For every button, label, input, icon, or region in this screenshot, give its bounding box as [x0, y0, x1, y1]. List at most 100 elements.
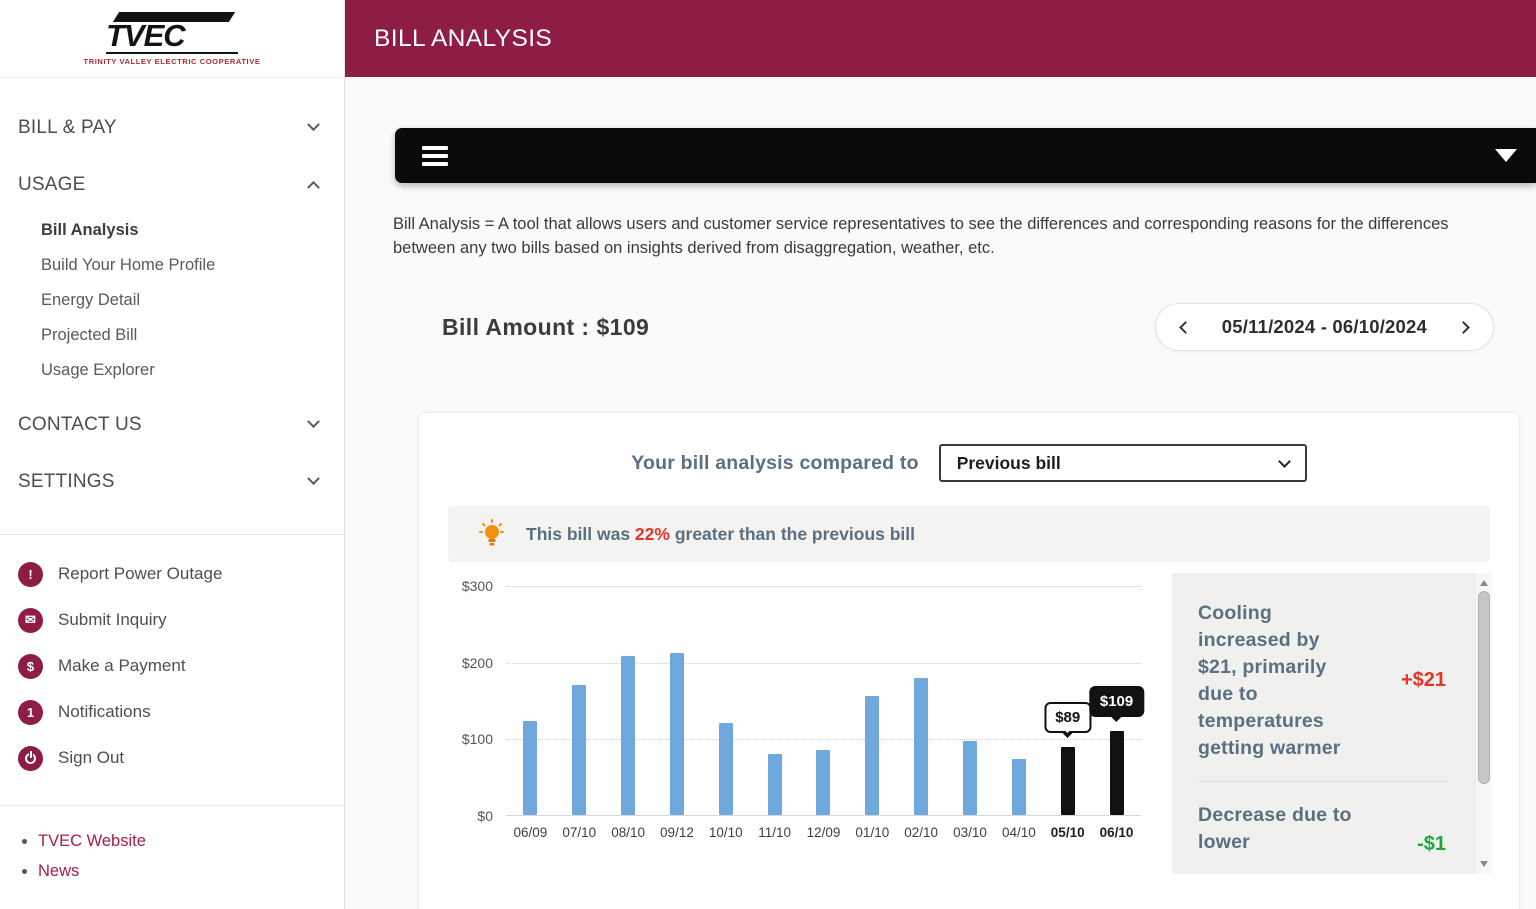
page-title: BILL ANALYSIS: [374, 24, 553, 52]
x-axis-label: 03/10: [953, 825, 987, 840]
scrollbar-thumb[interactable]: [1478, 591, 1490, 784]
bar-02/10[interactable]: [914, 678, 929, 815]
insight-divider: [1198, 781, 1448, 783]
sidebar: TVEC TRINITY VALLEY ELECTRIC COOPERATIVE…: [0, 0, 345, 909]
bar-column-12/09: [799, 586, 848, 815]
action-label: Sign Out: [58, 748, 125, 767]
bar-09/12[interactable]: [669, 653, 684, 815]
bar-01/10[interactable]: [865, 696, 880, 815]
previous-period-button[interactable]: [1178, 320, 1192, 334]
insight-text: Cooling increased by $21, primarily due …: [1198, 602, 1341, 759]
sidebar-item-usage-explorer[interactable]: Usage Explorer: [41, 361, 155, 379]
bar-12/09[interactable]: [816, 750, 831, 815]
x-axis-label: 07/10: [562, 825, 597, 840]
next-period-button[interactable]: [1457, 320, 1470, 334]
tvec-logo-slab: [112, 11, 236, 22]
bar-06/09[interactable]: [523, 721, 538, 815]
x-axis-label: 12/09: [806, 825, 841, 840]
action-sign-out[interactable]: Sign Out: [0, 735, 344, 781]
bar-column-03/10: [946, 586, 995, 815]
caret-down-icon[interactable]: [1495, 149, 1517, 162]
insight-item: Cooling increased by $21, primarily due …: [1198, 600, 1446, 761]
tvec-logo-text: TVEC: [106, 20, 238, 54]
envelope-icon: ✉: [18, 607, 43, 633]
bar-column-05/10: $89: [1043, 586, 1092, 815]
scroll-up-arrow-icon[interactable]: [1480, 580, 1488, 586]
bar-04/10[interactable]: [1011, 759, 1026, 815]
link-label: TVEC Website: [38, 832, 146, 850]
power-icon: [18, 745, 43, 771]
sidebar-group-bill-pay[interactable]: BILL & PAY: [0, 99, 344, 156]
bar-07/10[interactable]: [572, 685, 587, 815]
sidebar-subitems: Bill Analysis Build Your Home Profile Ener…: [0, 213, 344, 396]
sidebar-group-label: CONTACT US: [18, 413, 142, 435]
link-tvec-website[interactable]: TVEC Website: [38, 826, 344, 856]
main-area: BILL ANALYSIS Bill Analysis = A tool tha…: [345, 0, 1536, 909]
scroll-down-arrow-icon[interactable]: [1480, 861, 1488, 867]
compare-header: Your bill analysis compared to Previous …: [419, 444, 1519, 482]
y-axis-tick: $300: [461, 578, 493, 594]
bar-column-10/10: [701, 586, 750, 815]
bar-tooltip: $89: [1044, 702, 1092, 733]
compare-dropdown[interactable]: Previous bill: [938, 444, 1307, 482]
compare-label: Your bill analysis compared to: [631, 451, 919, 474]
bar-05/10[interactable]: [1060, 747, 1075, 815]
lightbulb-icon: [479, 519, 505, 546]
sidebar-item-projected-bill[interactable]: Projected Bill: [41, 326, 138, 344]
sidebar-item-energy-detail[interactable]: Energy Detail: [41, 291, 141, 309]
x-axis-label: 06/09: [513, 825, 548, 840]
insights-panel: Cooling increased by $21, primarily due …: [1172, 573, 1492, 874]
bar-08/10[interactable]: [621, 656, 636, 815]
bill-amount-title: Bill Amount : $109: [442, 314, 649, 341]
link-news[interactable]: News: [38, 856, 344, 886]
chart-bars: $89 $109: [506, 586, 1145, 815]
x-axis-label: 01/10: [855, 825, 890, 840]
sidebar-group-usage[interactable]: USAGE: [0, 156, 344, 213]
percent-change-value: 22%: [634, 523, 670, 544]
chevron-down-icon: [1277, 454, 1291, 468]
bar-column-09/12: [653, 586, 702, 815]
bar-column-11/10: [750, 586, 799, 815]
x-axis-label: 02/10: [904, 825, 939, 840]
tvec-logo[interactable]: TVEC TRINITY VALLEY ELECTRIC COOPERATIVE: [0, 0, 344, 78]
bar-column-02/10: [897, 586, 946, 815]
sidebar-item-build-your-home-profile[interactable]: Build Your Home Profile: [41, 256, 216, 274]
action-submit-inquiry[interactable]: ✉ Submit Inquiry: [0, 597, 344, 643]
dollar-icon: $: [18, 653, 43, 679]
x-axis-label: 09/12: [660, 825, 694, 840]
sidebar-group-settings[interactable]: SETTINGS: [0, 453, 344, 510]
y-axis-tick: $100: [461, 731, 493, 748]
sidebar-nav: BILL & PAY USAGE Bill Analysis Build Your H…: [0, 78, 344, 510]
sidebar-group-contact-us[interactable]: CONTACT US: [0, 396, 344, 453]
chevron-down-icon: [307, 415, 320, 429]
bar-11/10[interactable]: [767, 754, 782, 815]
chevron-down-icon: [307, 118, 320, 132]
bar-06/10[interactable]: [1109, 731, 1124, 815]
account-selector-bar[interactable]: [395, 128, 1536, 183]
x-axis-label: 04/10: [1001, 825, 1036, 840]
action-report-power-outage[interactable]: ! Report Power Outage: [0, 551, 344, 597]
bar-10/10[interactable]: [718, 723, 733, 815]
x-axis-label: 05/10: [1050, 825, 1085, 840]
gridline-100: [506, 739, 1141, 741]
sidebar-item-bill-analysis[interactable]: Bill Analysis: [41, 221, 139, 239]
bill-analysis-card: Your bill analysis compared to Previous …: [418, 412, 1520, 909]
action-make-a-payment[interactable]: $ Make a Payment: [0, 643, 344, 689]
bill-amount-label: Bill Amount :: [442, 313, 590, 340]
insights-scrollbar[interactable]: [1475, 573, 1492, 874]
bar-column-01/10: [848, 586, 897, 815]
bill-summary-row: Bill Amount : $109 05/11/2024 - 06/10/202…: [442, 303, 1494, 351]
compare-dropdown-value: Previous bill: [956, 452, 1061, 473]
chart-x-axis-labels: 06/09 07/10 08/10 09/12 10/10 11/10 12/09 01/10…: [506, 825, 1141, 840]
y-axis-tick: $0: [477, 808, 493, 824]
hamburger-menu-icon[interactable]: [422, 145, 448, 166]
action-notifications[interactable]: 1 Notifications: [0, 689, 344, 735]
insight-banner-text: This bill was 22% greater than the previ…: [526, 523, 916, 544]
bar-03/10[interactable]: [963, 741, 978, 815]
insight-text: Decrease due to lower: [1198, 804, 1352, 854]
sidebar-divider: [0, 534, 344, 535]
insight-item: Decrease due to lower -$1: [1198, 802, 1446, 856]
x-axis-label: 06/10: [1099, 825, 1134, 840]
billing-period-selector[interactable]: 05/11/2024 - 06/10/2024: [1154, 303, 1494, 351]
